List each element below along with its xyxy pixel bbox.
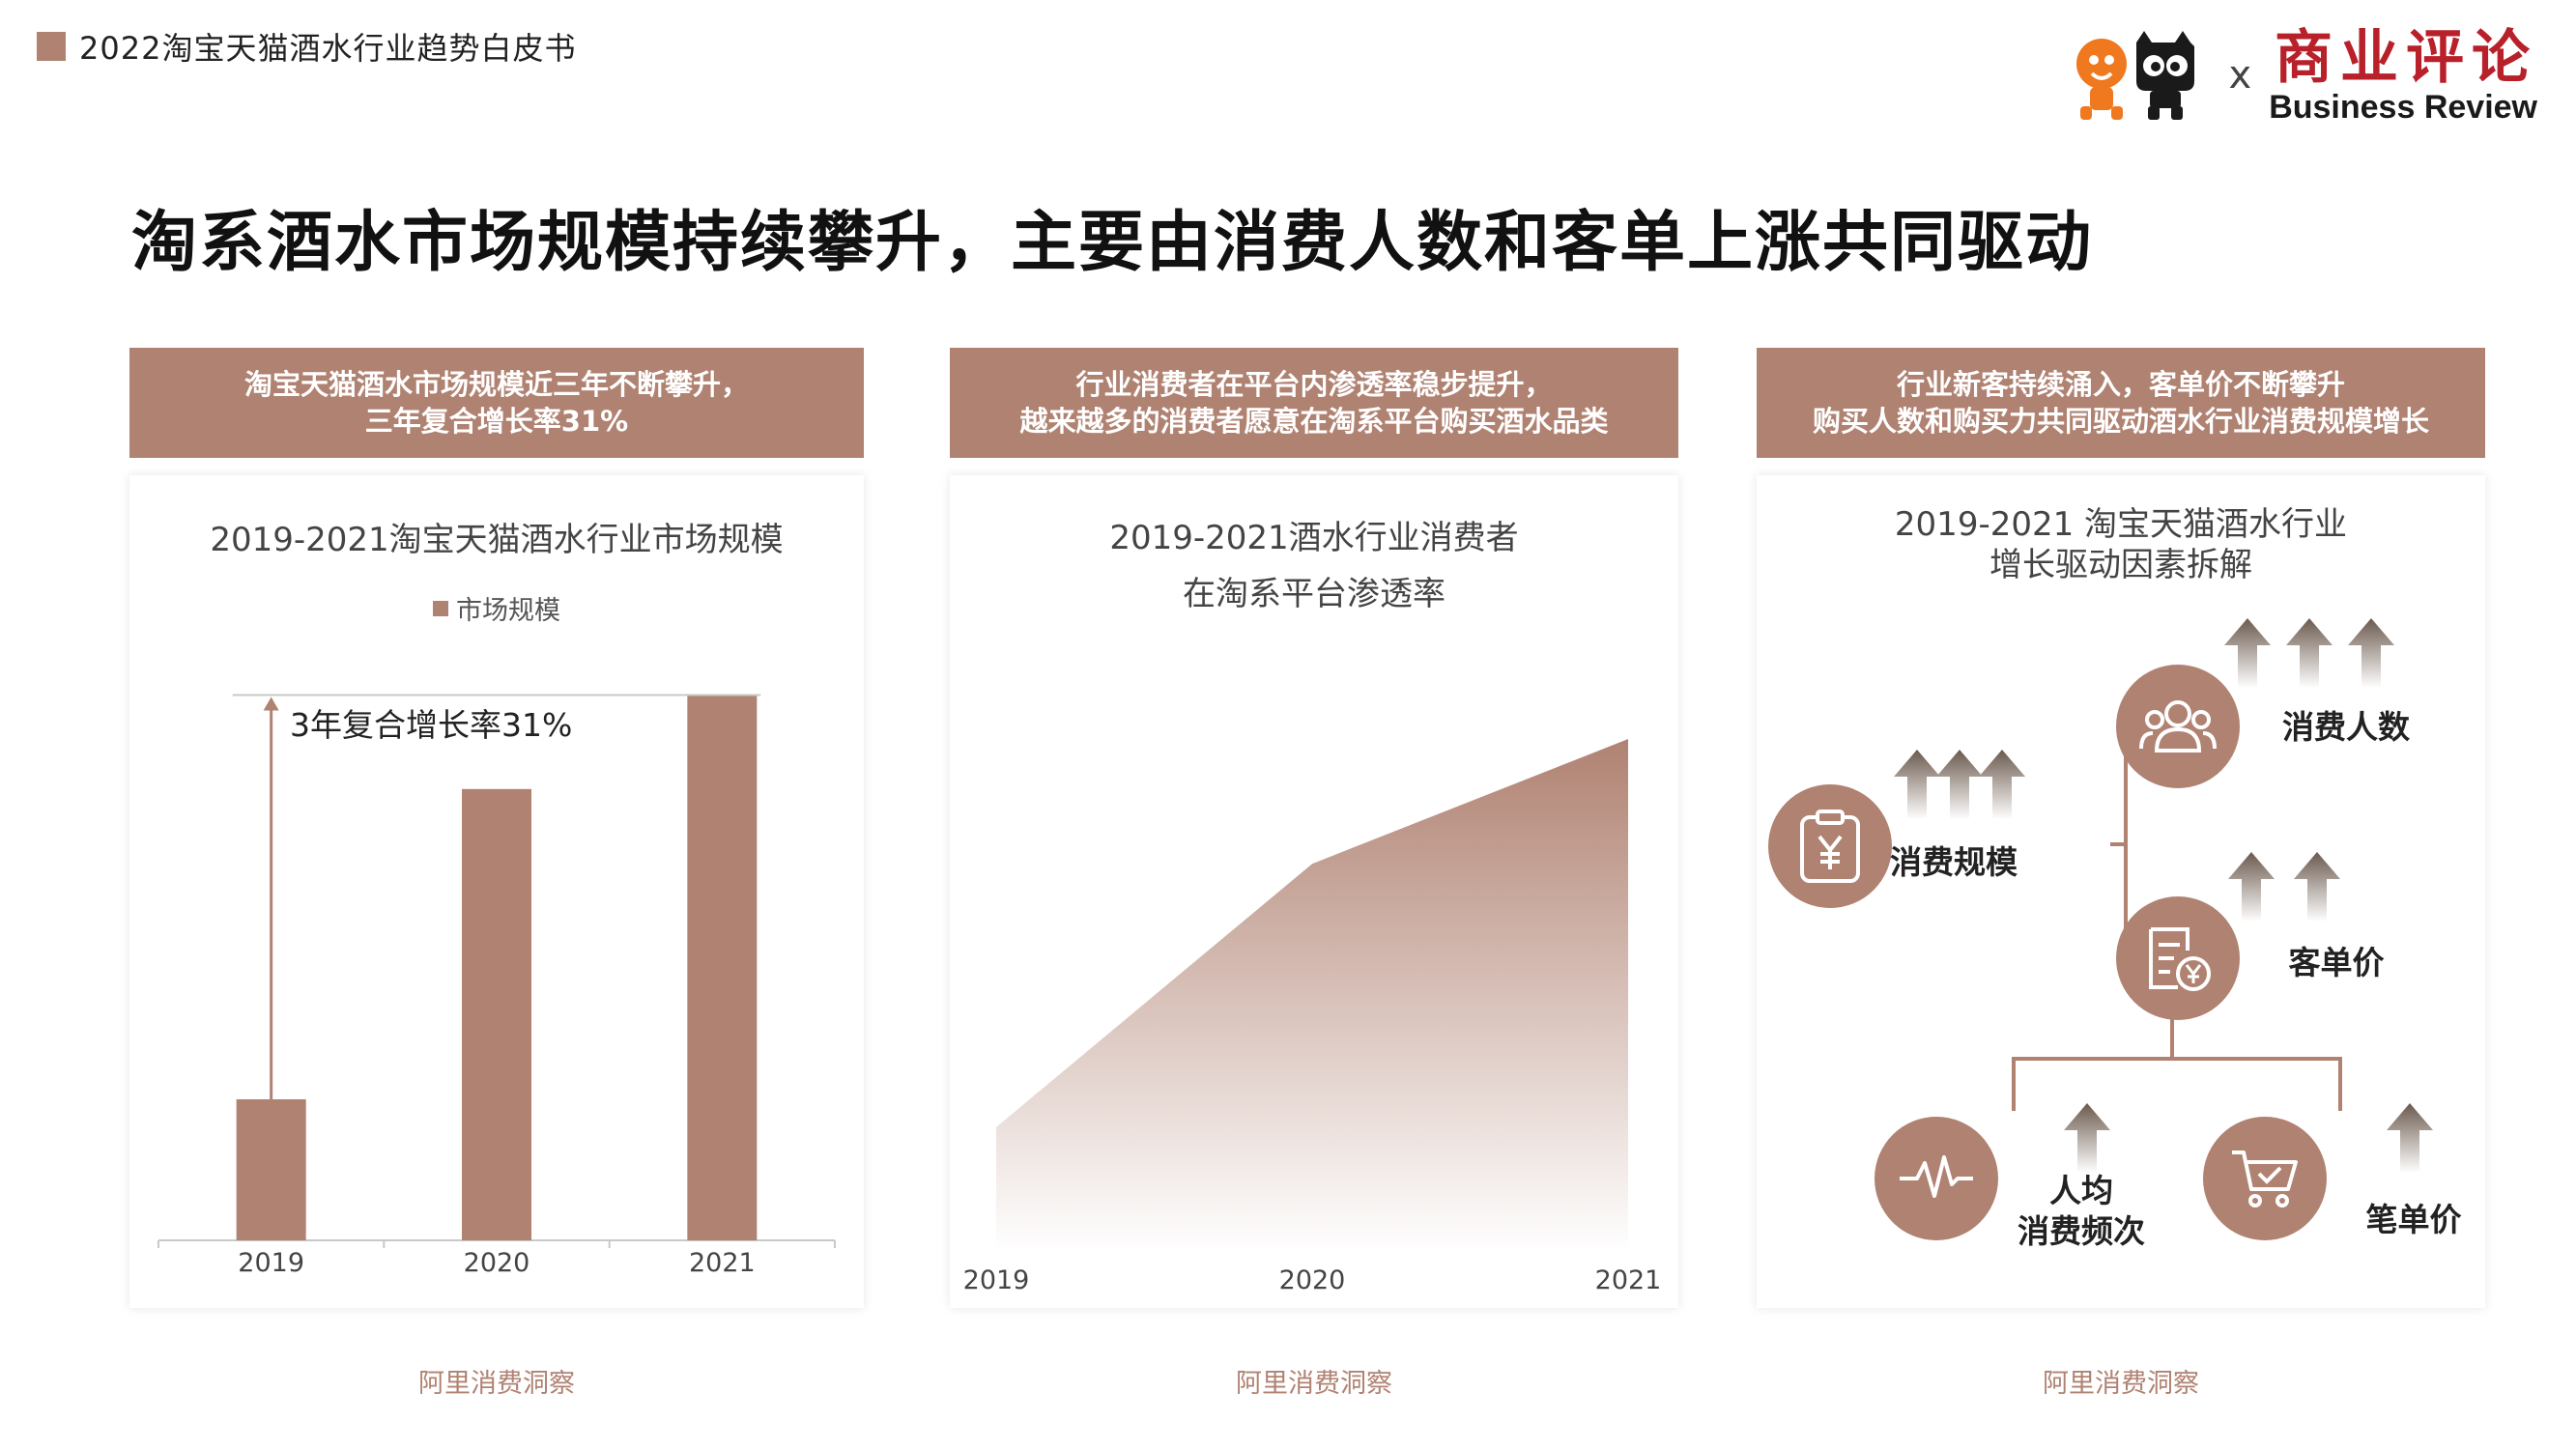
people-icon [2139,700,2217,753]
arrow-up-icon [2228,852,2275,922]
x-tick-2019: 2019 [238,1248,305,1278]
order-price-circle [2116,896,2240,1020]
business-review-logo: 商业评论 Business Review [2269,26,2537,125]
arrow-up-icon [1979,750,2025,819]
logos: x 商业评论 Business Review [2067,26,2537,125]
unit-price-label: 笔单价 [2365,1201,2462,1238]
arrow-up-icon [2387,1103,2433,1173]
x-tick-2021: 2021 [688,1248,756,1278]
arrow-up-icon [2348,618,2394,688]
business-review-cn: 商业评论 [2275,24,2537,92]
unit-price-circle [2203,1117,2327,1240]
area-chart-title-1: 2019-2021酒水行业消费者 [1109,519,1519,557]
frequency-label: 人均 消费频次 [1985,1171,2178,1252]
logo-separator: x [2228,53,2252,98]
page-title: 淘系酒水市场规模持续攀升，主要由消费人数和客单上涨共同驱动 [131,205,2094,281]
doc-header: 2022淘宝天猫酒水行业趋势白皮书 [37,27,577,67]
drivers-title-1: 2019-2021 淘宝天猫酒水行业 [1894,505,2348,544]
panel-2-source: 阿里消费洞察 [1236,1369,1392,1399]
panel-3-banner: 行业新客持续涌入，客单价不断攀升 购买人数和购买力共同驱动酒水行业消费规模增长 [1757,348,2485,458]
panel-3-banner-line-1: 行业新客持续涌入，客单价不断攀升 [1896,368,2345,401]
arrow-up-icon [1894,750,1940,819]
drivers-title-2: 增长驱动因素拆解 [1989,546,2252,584]
buyers-circle [2116,665,2240,788]
bar-chart-title: 2019-2021淘宝天猫酒水行业市场规模 [210,521,784,559]
yuan-receipt-icon [1800,810,1860,883]
x-tick-2019: 2019 [962,1265,1030,1295]
x-tick-2020: 2020 [1278,1265,1346,1295]
bar-2020 [462,788,531,1240]
business-review-en: Business Review [2269,89,2537,126]
panel-3-source: 阿里消费洞察 [2043,1369,2199,1399]
panel-2-banner-line-2: 越来越多的消费者愿意在淘系平台购买酒水品类 [1019,405,1609,438]
cagr-arrow-head [263,696,279,711]
market-size-card: 2019-2021淘宝天猫酒水行业市场规模 市场规模 2019 2020 202… [129,475,864,1308]
panel-1-banner-line-2: 三年复合增长率31% [364,405,629,438]
arrow-up-icon [2286,618,2333,688]
doc-header-title: 2022淘宝天猫酒水行业趋势白皮书 [79,30,577,67]
legend-label: 市场规模 [456,596,560,626]
arrow-up-icon [1936,750,1983,819]
scale-label: 消费规模 [1890,843,2018,881]
bar-2019 [236,1099,306,1240]
bar-chart [157,694,836,1248]
order-price-label: 客单价 [2288,944,2385,981]
cagr-annotation: 3年复合增长率31% [290,706,573,744]
bill-yuan-icon [2149,927,2211,991]
panel-2-banner: 行业消费者在平台内渗透率稳步提升， 越来越多的消费者愿意在淘系平台购买酒水品类 [950,348,1678,458]
area-chart [995,738,1629,1252]
panel-1-banner: 淘宝天猫酒水市场规模近三年不断攀升， 三年复合增长率31% [129,348,864,458]
x-tick-2020: 2020 [463,1248,530,1278]
area-fill [996,739,1628,1252]
drivers-card: 2019-2021 淘宝天猫酒水行业 增长驱动因素拆解 [1757,475,2485,1308]
panel-1-source: 阿里消费洞察 [418,1369,575,1399]
x-tick-2021: 2021 [1594,1265,1662,1295]
panel-2-banner-line-1: 行业消费者在平台内渗透率稳步提升， [1075,368,1553,401]
cart-icon [2232,1151,2298,1208]
arrow-up-icon [2294,852,2340,922]
pulse-icon [1900,1155,1973,1198]
bar-chart-legend: 市场规模 [129,589,864,627]
panel-1-banner-line-1: 淘宝天猫酒水市场规模近三年不断攀升， [243,368,749,401]
buyers-label: 消费人数 [2282,708,2410,746]
frequency-label-line-2: 消费频次 [2018,1212,2145,1250]
arrow-up-icon [2224,618,2271,688]
legend-swatch [433,600,448,616]
growth-arrows [1894,618,2433,1173]
arrow-up-icon [2064,1103,2110,1173]
penetration-card: 2019-2021酒水行业消费者 在淘系平台渗透率 2019 2020 2021 [950,475,1678,1308]
scale-circle [1768,784,1892,908]
panel-3-banner-line-2: 购买人数和购买力共同驱动酒水行业消费规模增长 [1812,405,2429,438]
tmall-mascot-logo [2075,31,2194,120]
area-chart-title-2: 在淘系平台渗透率 [1183,575,1445,613]
header-swatch [37,32,66,61]
bar-2021 [687,695,758,1240]
frequency-circle [1875,1117,1998,1240]
frequency-label-line-1: 人均 [2049,1172,2113,1209]
